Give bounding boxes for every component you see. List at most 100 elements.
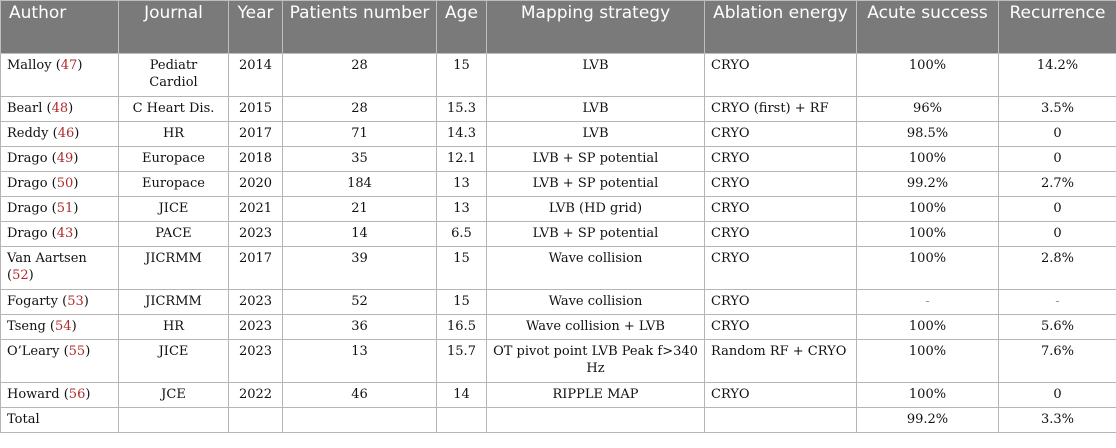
success-cell: 100% (856, 221, 999, 247)
recurrence-cell: 0 (998, 382, 1116, 408)
age-cell: 15 (436, 289, 487, 315)
empty-cell (228, 407, 283, 433)
table-row: Reddy (46) HR 2017 71 14.3 LVB CRYO 98.5… (0, 121, 1116, 147)
recurrence-cell: 2.8% (998, 246, 1116, 290)
journal-cell: HR (118, 121, 229, 147)
author-cell: Tseng (54) (0, 314, 119, 340)
patients-cell: 46 (282, 382, 437, 408)
energy-cell: CRYO (704, 53, 857, 97)
energy-cell: Random RF + CRYO (704, 339, 857, 383)
recurrence-cell: 0 (998, 196, 1116, 222)
table-row: Drago (49) Europace 2018 35 12.1 LVB + S… (0, 146, 1116, 172)
success-cell: 96% (856, 96, 999, 122)
header-row: Author Journal Year Patients number Age … (0, 0, 1116, 54)
reference-link[interactable]: 48 (51, 101, 69, 116)
reference-link[interactable]: 54 (55, 319, 72, 334)
year-cell: 2023 (228, 339, 283, 383)
author-cell: Howard (56) (0, 382, 119, 408)
author-name: Howard (7, 387, 60, 402)
reference-link[interactable]: 43 (56, 226, 74, 241)
mapping-cell: Wave collision (486, 246, 705, 290)
reference-link[interactable]: 46 (57, 126, 75, 141)
mapping-cell: LVB (HD grid) (486, 196, 705, 222)
author-cell: Reddy (46) (0, 121, 119, 147)
reference-link[interactable]: 49 (56, 151, 74, 166)
table-row: Bearl (48) C Heart Dis. 2015 28 15.3 LVB… (0, 96, 1116, 122)
energy-cell: CRYO (704, 121, 857, 147)
table-row: Malloy (47) Pediatr Cardiol 2014 28 15 L… (0, 53, 1116, 97)
success-cell: 100% (856, 196, 999, 222)
header-patients: Patients number (282, 0, 437, 54)
reference-link[interactable]: 50 (56, 176, 74, 191)
year-cell: 2018 (228, 146, 283, 172)
recurrence-cell: 0 (998, 121, 1116, 147)
patients-cell: 28 (282, 96, 437, 122)
success-cell: 98.5% (856, 121, 999, 147)
journal-cell: Europace (118, 146, 229, 172)
year-cell: 2023 (228, 221, 283, 247)
reference-link[interactable]: 52 (12, 268, 29, 283)
reference-link[interactable]: 53 (67, 294, 84, 309)
table-row: Drago (43) PACE 2023 14 6.5 LVB + SP pot… (0, 221, 1116, 247)
journal-cell: Europace (118, 171, 229, 197)
header-author: Author (0, 0, 119, 54)
header-age: Age (436, 0, 487, 54)
age-cell: 15 (436, 53, 487, 97)
empty-cell (282, 407, 437, 433)
patients-cell: 71 (282, 121, 437, 147)
reference-link[interactable]: 55 (68, 344, 86, 359)
author-name: Tseng (7, 319, 46, 334)
energy-cell: CRYO (704, 146, 857, 172)
author-cell: Fogarty (53) (0, 289, 119, 315)
header-year: Year (228, 0, 283, 54)
author-cell: Van Aartsen (52) (0, 246, 119, 290)
author-name: Van Aartsen (7, 251, 87, 266)
energy-cell: CRYO (704, 171, 857, 197)
age-cell: 14 (436, 382, 487, 408)
recurrence-cell: 5.6% (998, 314, 1116, 340)
author-cell: Bearl (48) (0, 96, 119, 122)
success-cell: 100% (856, 314, 999, 340)
table-row: O’Leary (55) JICE 2023 13 15.7 OT pivot … (0, 339, 1116, 383)
success-cell: - (856, 289, 999, 315)
journal-cell: HR (118, 314, 229, 340)
author-name: Drago (7, 201, 48, 216)
reference-link[interactable]: 56 (68, 387, 86, 402)
mapping-cell: LVB (486, 96, 705, 122)
age-cell: 16.5 (436, 314, 487, 340)
year-cell: 2021 (228, 196, 283, 222)
energy-cell: CRYO (704, 246, 857, 290)
table-row: Van Aartsen (52) JICRMM 2017 39 15 Wave … (0, 246, 1116, 290)
recurrence-cell: 14.2% (998, 53, 1116, 97)
empty-cell (704, 407, 857, 433)
journal-cell: JICE (118, 339, 229, 383)
journal-cell: PACE (118, 221, 229, 247)
mapping-cell: LVB (486, 53, 705, 97)
energy-cell: CRYO (704, 289, 857, 315)
success-cell: 99.2% (856, 171, 999, 197)
journal-cell: JCE (118, 382, 229, 408)
success-cell: 100% (856, 53, 999, 97)
header-journal: Journal (118, 0, 229, 54)
age-cell: 13 (436, 171, 487, 197)
total-success: 99.2% (856, 407, 999, 433)
mapping-cell: Wave collision + LVB (486, 314, 705, 340)
recurrence-cell: 3.5% (998, 96, 1116, 122)
total-recurrence: 3.3% (998, 407, 1116, 433)
author-cell: Malloy (47) (0, 53, 119, 97)
mapping-cell: LVB + SP potential (486, 146, 705, 172)
total-label: Total (0, 407, 119, 433)
mapping-cell: RIPPLE MAP (486, 382, 705, 408)
reference-link[interactable]: 47 (60, 58, 78, 73)
recurrence-cell: - (998, 289, 1116, 315)
author-name: Bearl (7, 101, 43, 116)
reference-link[interactable]: 51 (56, 201, 74, 216)
author-name: Drago (7, 151, 48, 166)
journal-cell: C Heart Dis. (118, 96, 229, 122)
author-cell: Drago (50) (0, 171, 119, 197)
mapping-cell: OT pivot point LVB Peak f>340 Hz (486, 339, 705, 383)
header-success: Acute success (856, 0, 999, 54)
recurrence-cell: 0 (998, 221, 1116, 247)
success-cell: 100% (856, 382, 999, 408)
year-cell: 2014 (228, 53, 283, 97)
